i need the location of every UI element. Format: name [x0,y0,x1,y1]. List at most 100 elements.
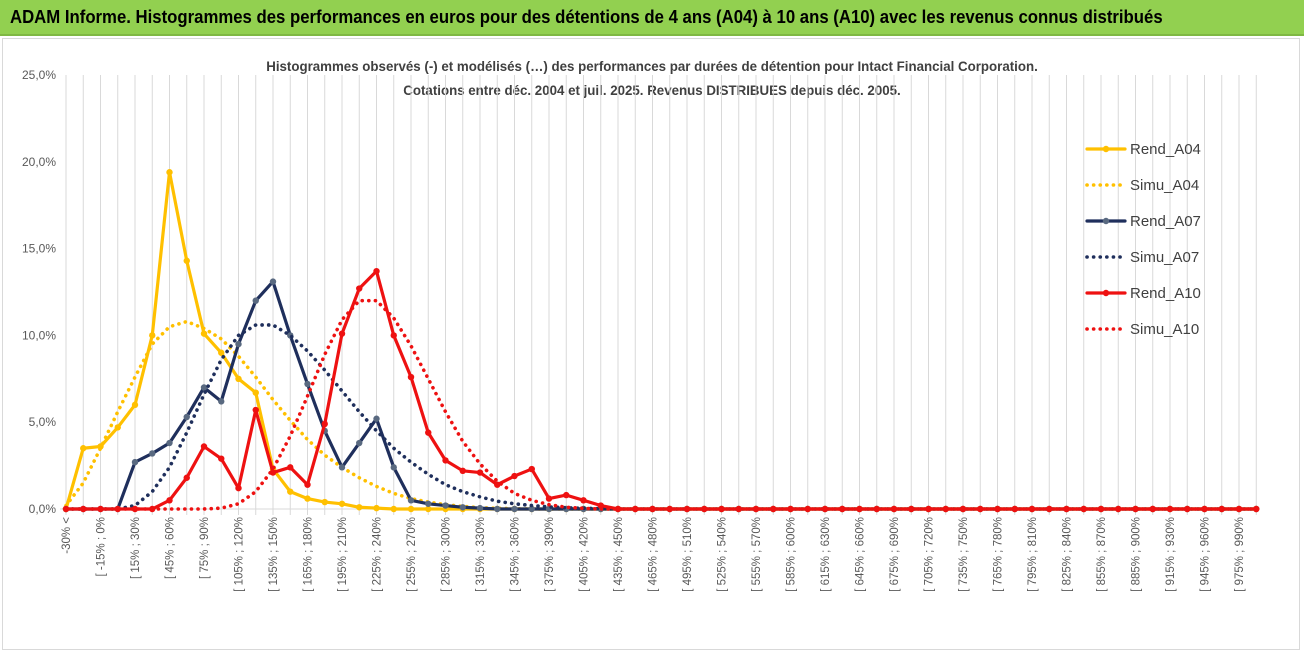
data-point [390,332,397,339]
data-point [338,500,346,507]
header-bar: ADAM Informe. Histogrammes des performan… [0,0,1304,36]
data-point [977,505,984,513]
x-tick-label: [ 915% ; 930% [1165,517,1177,592]
x-tick-label: [ 225% ; 240% [372,517,384,592]
legend-label: Simu_A04 [1130,177,1199,194]
data-point [459,504,466,511]
data-point [183,413,190,421]
data-point [1063,505,1070,513]
legend-label: Rend_A10 [1130,285,1201,302]
x-tick-label: [ 105% ; 120% [234,517,246,592]
data-point [528,465,535,473]
x-tick-label: [ 825% ; 840% [1062,517,1074,592]
data-point [183,257,190,264]
legend-label: Simu_A10 [1130,321,1199,338]
data-point [183,474,190,481]
x-tick-label: [ 735% ; 750% [958,517,970,592]
series-line [64,298,1259,511]
data-point [925,505,932,513]
data-point [338,464,346,471]
data-point [269,278,277,285]
data-point [235,340,242,348]
data-point [425,500,432,507]
legend-item: Rend_A04 [1085,141,1201,158]
legend-label: Rend_A07 [1130,213,1201,230]
y-axis-ticks: 0,0% 5,0% 10,0% 15,0% 20,0% 25,0% [22,68,56,516]
x-tick-label: [ 795% ; 810% [1027,517,1039,592]
series-Simu_A07 [64,323,1259,511]
data-point [269,469,277,476]
data-point [218,398,225,405]
x-tick-label: [ 855% ; 870% [1096,517,1108,592]
data-point [511,472,518,480]
y-tick-label: 10,0% [22,328,56,342]
x-tick-label: [ 885% ; 900% [1131,517,1143,592]
x-tick-label: [ 675% ; 690% [889,517,901,592]
x-tick-label: [ 495% ; 510% [682,517,694,592]
x-tick-label: [ 705% ; 720% [924,517,936,592]
data-point [149,332,156,339]
data-point [304,380,311,388]
y-tick-label: 5,0% [29,415,57,429]
data-point [166,169,173,176]
x-tick-label: [ 975% ; 990% [1234,517,1246,592]
data-point [235,375,242,382]
series-line [64,323,1259,511]
x-tick-label: [ 165% ; 180% [303,517,315,592]
legend-item: Simu_A04 [1085,177,1199,194]
data-point [218,455,225,462]
data-point [287,464,294,471]
legend: Rend_A04 Simu_A04 Rend_A07 Simu_A07 Rend_A10… [1085,141,1201,338]
x-axis-ticks: -30% < [ -15% ; 0% [ 15% ; 30% [ 45% ; 60% [… [61,517,1246,592]
legend-label: Simu_A07 [1130,249,1199,266]
x-tick-label: [ 315% ; 330% [475,517,487,592]
data-point [131,505,139,513]
data-point [356,504,363,511]
data-point [200,384,208,391]
data-point [511,505,518,513]
data-point [338,330,346,337]
x-tick-label: [ 45% ; 60% [165,517,177,579]
legend-label: Rend_A04 [1130,141,1201,158]
data-point [166,439,173,447]
data-point [494,481,501,488]
series-Simu_A10 [64,298,1259,511]
x-tick-label: [ 15% ; 30% [130,517,142,579]
x-tick-label: [ 435% ; 450% [613,517,625,592]
data-point [528,505,535,513]
x-tick-label: [ 555% ; 570% [751,517,763,592]
series-line [64,269,1258,511]
y-tick-label: 15,0% [22,242,56,256]
legend-marker [1102,145,1110,153]
x-tick-label: [ 645% ; 660% [855,517,867,592]
x-tick-label: [ 585% ; 600% [786,517,798,592]
data-point [390,505,397,513]
data-point [407,373,415,381]
data-point [752,505,760,513]
x-tick-label: [ 345% ; 360% [510,517,522,592]
data-point [114,424,121,431]
data-point [149,450,156,457]
data-point [321,420,328,428]
data-point [252,389,259,396]
data-point [407,505,415,513]
data-point [563,491,570,499]
data-point [459,467,466,475]
legend-item: Rend_A07 [1085,213,1201,230]
data-point [356,285,363,292]
series-Rend_A04 [62,169,1260,513]
data-point [614,505,622,513]
data-point [80,505,87,513]
data-point [373,267,380,275]
data-point [252,297,259,304]
data-point [1149,505,1156,513]
data-point [218,349,225,356]
chart-frame [2,38,1300,650]
x-tick-label: [ 405% ; 420% [579,517,591,592]
x-tick-label: [ 255% ; 270% [406,517,418,592]
legend-marker [1102,217,1110,225]
data-point [442,502,449,509]
y-tick-label: 20,0% [22,155,56,169]
chart-title: Histogrammes observés (-) et modélisés (… [266,58,1038,74]
